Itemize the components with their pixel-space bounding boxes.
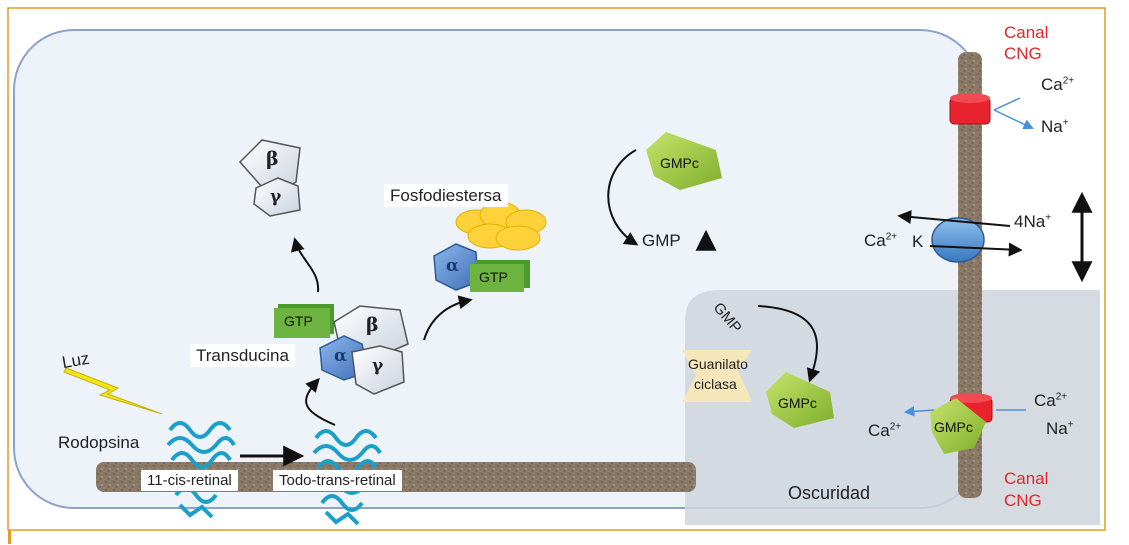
guanylate-label-line2: ciclasa <box>694 376 737 392</box>
gmpc-label-channel: GMPc <box>934 419 973 435</box>
alpha-label-complex: α <box>334 346 348 366</box>
na-ion-bottom: Na+ <box>1046 419 1074 438</box>
ca-ion-exchanger: Ca2+ <box>864 231 898 250</box>
beta-gamma-release-arrow <box>290 237 320 293</box>
gmpc-label-top: GMPc <box>660 155 699 171</box>
accent-bar <box>8 530 11 544</box>
figure-frame <box>7 7 1106 531</box>
transducin-label: Transducina <box>190 344 295 367</box>
na4-ion: 4Na+ <box>1014 212 1052 231</box>
trans-retinal-label: Todo-trans-retinal <box>273 470 402 491</box>
cis-retinal-label: 11-cis-retinal <box>141 470 238 491</box>
darkness-zone <box>685 290 1100 525</box>
alpha-release-arrow <box>423 295 473 341</box>
darkness-label: Oscuridad <box>788 483 871 503</box>
cyclase-arrow <box>757 305 821 383</box>
beta-label-complex: β <box>366 314 379 336</box>
gmpc-hydrolysis-arrow <box>607 149 639 246</box>
light-label: Luz <box>60 348 91 373</box>
guanylate-label-line1: Guanilato <box>688 356 748 372</box>
alpha-gtp-icon <box>433 243 530 292</box>
gmpc-dark-icon <box>766 372 834 428</box>
na-influx-top-arrow <box>993 109 1034 130</box>
transducin-complex-icon <box>319 305 409 395</box>
beta-label-released: β <box>266 148 279 170</box>
cng-top-label-line1: Canal <box>1004 23 1049 42</box>
gmpc-label-dark: GMPc <box>778 395 817 411</box>
gamma-label-released: γ <box>270 187 282 207</box>
gmp-label: GMP <box>642 231 681 250</box>
na-ion-top: Na+ <box>1041 117 1069 136</box>
cng-bottom-label-line2: CNG <box>1004 491 1042 510</box>
transducin-activation-arrow <box>305 377 336 426</box>
cng-top-label-line2: CNG <box>1004 44 1042 63</box>
cng-channel-bottom-icon <box>930 393 993 454</box>
ca-ion-top: Ca2+ <box>1041 75 1075 94</box>
k-ion: K <box>912 232 924 251</box>
ca-efflux-bottom-arrow <box>903 406 935 417</box>
guanylate-cyclase-icon <box>682 350 752 402</box>
beta-gamma-subunit-icon <box>238 139 301 217</box>
gtp-label-transducin: GTP <box>284 313 313 329</box>
gmpc-top-icon <box>646 132 722 190</box>
k-efflux-arrow <box>929 242 1023 257</box>
cng-channel-top-icon <box>949 93 991 125</box>
gtp-label-alpha: GTP <box>479 269 508 285</box>
gamma-label-complex: γ <box>372 356 384 376</box>
ca-influx-top-arrow <box>993 97 1021 111</box>
na-ca-k-exchanger-icon <box>931 217 985 263</box>
phosphodiesterase-icon <box>455 201 547 251</box>
ca-efflux-arrow <box>897 210 1011 227</box>
gtp-transducin-icon <box>274 304 334 338</box>
rhodopsin-label: Rodopsina <box>58 433 140 452</box>
ca-ion-bottom-right: Ca2+ <box>1034 391 1068 410</box>
ca-ion-bottom-left: Ca2+ <box>868 421 902 440</box>
cng-bottom-label-line1: Canal <box>1004 469 1049 488</box>
light-bolt-icon <box>63 367 163 415</box>
phosphodiesterase-label: Fosfodiestersa <box>384 184 508 207</box>
plasma-membrane <box>958 52 982 498</box>
alpha-label-released: α <box>446 256 460 276</box>
